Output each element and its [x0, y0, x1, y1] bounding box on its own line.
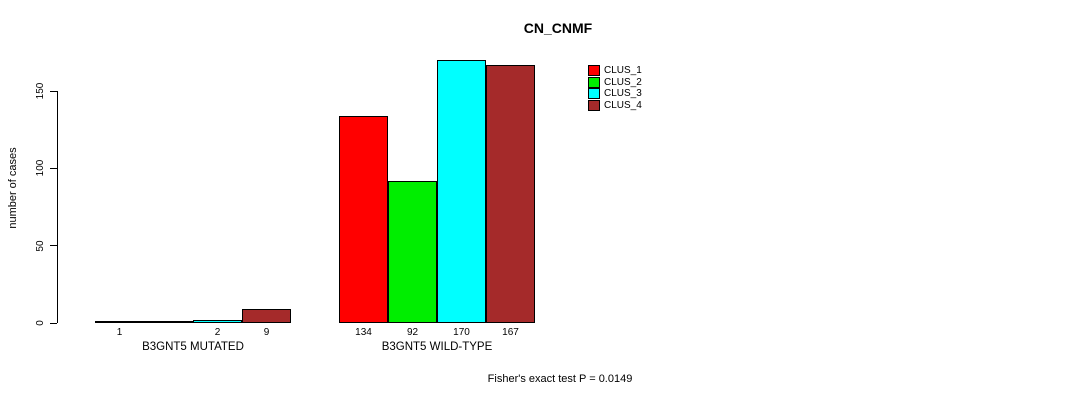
bar-value-label: 2 — [214, 327, 221, 338]
y-tick-label: 150 — [35, 82, 46, 100]
legend-swatch-clus_3 — [588, 88, 600, 100]
y-tick-label: 50 — [35, 240, 46, 252]
group-label: B3GNT5 WILD-TYPE — [381, 341, 493, 353]
y-axis-title: number of cases — [7, 147, 19, 229]
legend-label: CLUS_2 — [604, 76, 642, 88]
stat-annotation: Fisher's exact test P = 0.0149 — [487, 373, 633, 385]
bar-value-label: 92 — [406, 327, 419, 338]
legend-label: CLUS_3 — [604, 88, 642, 100]
group-label: B3GNT5 MUTATED — [142, 341, 244, 353]
bar-clus_3-mutated — [193, 319, 242, 323]
bar-clus_4-wild-type — [486, 64, 535, 323]
chart-title: CN_CNMF — [523, 20, 593, 36]
y-tick — [50, 167, 57, 169]
legend-swatch-clus_2 — [588, 76, 600, 88]
bar-value-label: 170 — [453, 327, 470, 338]
legend-label: CLUS_4 — [604, 99, 642, 111]
bar-clus_3-wild-type — [437, 60, 486, 323]
bar-value-label: 167 — [502, 327, 519, 338]
y-tick-label: 0 — [35, 320, 46, 326]
y-tick — [50, 322, 57, 324]
y-tick-label: 100 — [35, 159, 46, 177]
bar-value-label: 9 — [263, 327, 270, 338]
y-axis-line — [57, 91, 58, 323]
bar-clus_1-wild-type — [339, 115, 388, 323]
legend-item: CLUS_3 — [588, 88, 642, 100]
legend-item: CLUS_2 — [588, 76, 642, 88]
legend-label: CLUS_1 — [604, 65, 642, 76]
bar-value-label: 1 — [116, 327, 123, 338]
bar-value-label — [144, 327, 193, 339]
y-tick — [50, 90, 57, 92]
legend-item: CLUS_1 — [588, 65, 642, 76]
y-tick — [50, 245, 57, 247]
bar-clus_2-mutated — [144, 321, 193, 323]
bar-clus_2-wild-type — [388, 180, 437, 323]
legend-swatch-clus_4 — [588, 99, 600, 111]
bar-value-label: 134 — [355, 327, 372, 338]
legend-swatch-clus_1 — [588, 65, 600, 76]
legend-item: CLUS_4 — [588, 99, 642, 111]
bar-clus_1-mutated — [95, 321, 144, 323]
bar-clus_4-mutated — [242, 309, 291, 323]
